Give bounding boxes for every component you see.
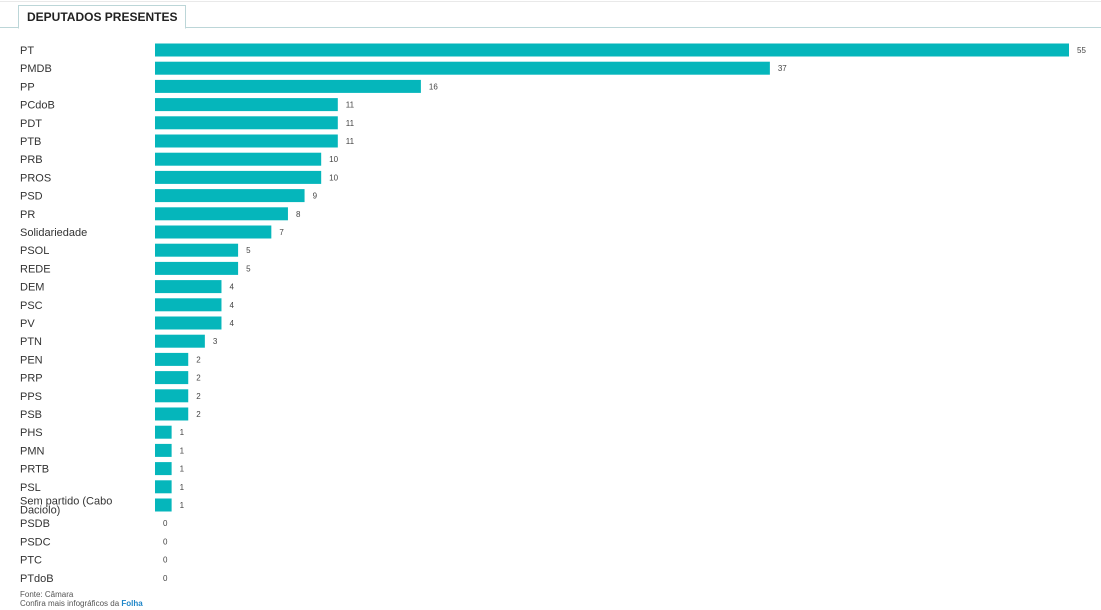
category-label-prp: PRP [20, 373, 43, 385]
value-label-prp: 2 [196, 374, 201, 383]
bar-pdt[interactable] [155, 116, 338, 130]
category-label-prb: PRB [20, 154, 43, 166]
category-label-prtb: PRTB [20, 464, 49, 476]
category-label-sem-partido-cabo-daciolo: Sem partido (Cabo Daciolo) [20, 496, 112, 517]
bar-pmdb[interactable] [155, 61, 770, 75]
value-label-pen: 2 [196, 355, 201, 364]
bar-pr[interactable] [155, 207, 288, 221]
value-label-psc: 4 [229, 301, 234, 310]
source-note: Fonte: Câmara [20, 590, 74, 599]
value-label-psol: 5 [246, 246, 251, 255]
value-label-pmn: 1 [180, 446, 185, 455]
chart-footer: Fonte: Câmara Confira mais infográficos … [20, 590, 143, 608]
category-label-psl: PSL [20, 482, 41, 494]
category-label-ptb: PTB [20, 136, 41, 148]
bar-pv[interactable] [155, 316, 222, 330]
category-label-psb: PSB [20, 409, 42, 421]
value-label-solidariedade: 7 [279, 228, 284, 237]
bar-prb[interactable] [155, 152, 322, 166]
value-label-prb: 10 [329, 155, 338, 164]
bar-prtb[interactable] [155, 462, 172, 476]
value-label-rede: 5 [246, 264, 251, 273]
more-infographics-note: Confira mais infográficos da Folha [20, 599, 143, 608]
category-label-ptn: PTN [20, 336, 42, 348]
category-label-psd: PSD [20, 191, 43, 203]
folha-link[interactable]: Folha [121, 599, 143, 608]
bar-psd[interactable] [155, 189, 305, 203]
bar-dem[interactable] [155, 280, 222, 294]
value-label-pcdob: 11 [346, 101, 355, 110]
value-label-ptb: 11 [346, 137, 355, 146]
value-label-pros: 10 [329, 173, 338, 182]
value-label-pr: 8 [296, 210, 301, 219]
category-label-pdt: PDT [20, 118, 42, 130]
category-label-phs: PHS [20, 427, 43, 439]
category-label-pros: PROS [20, 172, 51, 184]
category-label-pr: PR [20, 209, 35, 221]
bar-pt[interactable] [155, 43, 1069, 57]
category-label-pmdb: PMDB [20, 63, 52, 75]
value-label-psdc: 0 [163, 537, 168, 546]
value-label-pmdb: 37 [778, 64, 787, 73]
category-label-pp: PP [20, 81, 35, 93]
value-label-pps: 2 [196, 392, 201, 401]
value-label-phs: 1 [180, 428, 185, 437]
value-label-psl: 1 [180, 483, 185, 492]
bar-pps[interactable] [155, 389, 189, 403]
category-label-psc: PSC [20, 300, 43, 312]
category-label-pt: PT [20, 45, 34, 57]
value-label-psb: 2 [196, 410, 201, 419]
bar-pmn[interactable] [155, 443, 172, 457]
value-label-psd: 9 [313, 192, 318, 201]
bar-pros[interactable] [155, 170, 322, 184]
category-label-pps: PPS [20, 391, 42, 403]
value-label-prtb: 1 [180, 465, 185, 474]
bar-pp[interactable] [155, 79, 421, 93]
bar-ptn[interactable] [155, 334, 205, 348]
category-label-psol: PSOL [20, 245, 49, 257]
value-label-pp: 16 [429, 82, 438, 91]
more-infographics-prefix: Confira mais infográficos da [20, 599, 122, 608]
category-label-ptdob: PTdoB [20, 573, 54, 585]
category-label-ptc: PTC [20, 555, 42, 567]
bar-pcdob[interactable] [155, 98, 338, 112]
bar-ptb[interactable] [155, 134, 338, 148]
bar-psc[interactable] [155, 298, 222, 312]
category-label-psdb: PSDB [20, 518, 50, 530]
value-label-dem: 4 [229, 283, 234, 292]
value-label-ptn: 3 [213, 337, 218, 346]
bar-solidariedade[interactable] [155, 225, 272, 239]
value-label-pv: 4 [229, 319, 234, 328]
category-label-solidariedade: Solidariedade [20, 227, 87, 239]
top-border [0, 1, 1101, 2]
category-label-pcdob: PCdoB [20, 100, 55, 112]
value-label-sem-partido-cabo-daciolo: 1 [180, 501, 185, 510]
tab-deputados-presentes[interactable]: DEPUTADOS PRESENTES [18, 5, 187, 29]
value-label-ptc: 0 [163, 556, 168, 565]
bar-prp[interactable] [155, 371, 189, 385]
category-label-pmn: PMN [20, 445, 45, 457]
value-label-pdt: 11 [346, 119, 355, 128]
bar-psb[interactable] [155, 407, 189, 421]
value-label-psdb: 0 [163, 519, 168, 528]
category-label-psdc: PSDC [20, 536, 51, 548]
tab-bar-line [0, 27, 1101, 28]
bar-sem-partido-cabo-daciolo[interactable] [155, 498, 172, 512]
category-label-pen: PEN [20, 354, 43, 366]
bar-pen[interactable] [155, 352, 189, 366]
value-label-ptdob: 0 [163, 574, 168, 583]
bar-psl[interactable] [155, 480, 172, 494]
bar-rede[interactable] [155, 261, 239, 275]
bar-psol[interactable] [155, 243, 239, 257]
bar-phs[interactable] [155, 425, 172, 439]
category-label-rede: REDE [20, 263, 51, 275]
value-label-pt: 55 [1077, 46, 1086, 55]
category-label-dem: DEM [20, 282, 44, 294]
category-label-pv: PV [20, 318, 35, 330]
